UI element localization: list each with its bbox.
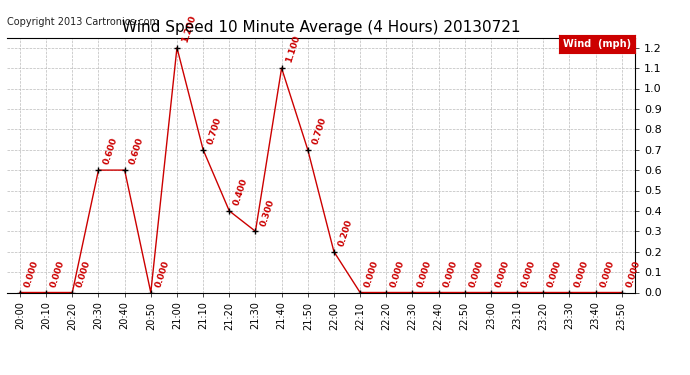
Title: Wind Speed 10 Minute Average (4 Hours) 20130721: Wind Speed 10 Minute Average (4 Hours) 2… bbox=[121, 20, 520, 35]
Text: 0.000: 0.000 bbox=[442, 259, 459, 288]
Text: 1.200: 1.200 bbox=[180, 14, 197, 44]
Text: 0.000: 0.000 bbox=[415, 259, 433, 288]
Text: 0.200: 0.200 bbox=[337, 218, 354, 248]
Text: 0.000: 0.000 bbox=[75, 259, 92, 288]
Text: 0.000: 0.000 bbox=[520, 259, 538, 288]
Text: 0.700: 0.700 bbox=[311, 116, 328, 146]
Text: Copyright 2013 Cartronics.com: Copyright 2013 Cartronics.com bbox=[7, 17, 159, 27]
Text: 0.000: 0.000 bbox=[546, 259, 564, 288]
Text: 0.000: 0.000 bbox=[494, 259, 511, 288]
Text: 0.000: 0.000 bbox=[49, 259, 66, 288]
Text: 0.400: 0.400 bbox=[233, 177, 250, 207]
Text: 0.000: 0.000 bbox=[23, 259, 40, 288]
Text: 0.000: 0.000 bbox=[573, 259, 590, 288]
Text: 0.000: 0.000 bbox=[154, 259, 171, 288]
Text: 0.700: 0.700 bbox=[206, 116, 224, 146]
Text: 0.300: 0.300 bbox=[259, 198, 276, 227]
Text: 0.600: 0.600 bbox=[128, 136, 145, 166]
Text: 0.000: 0.000 bbox=[389, 259, 406, 288]
Text: 0.000: 0.000 bbox=[363, 259, 380, 288]
Text: 0.000: 0.000 bbox=[625, 259, 642, 288]
Text: 1.100: 1.100 bbox=[285, 34, 302, 64]
Text: 0.000: 0.000 bbox=[468, 259, 485, 288]
Text: 0.000: 0.000 bbox=[599, 259, 616, 288]
Text: 0.600: 0.600 bbox=[101, 136, 119, 166]
